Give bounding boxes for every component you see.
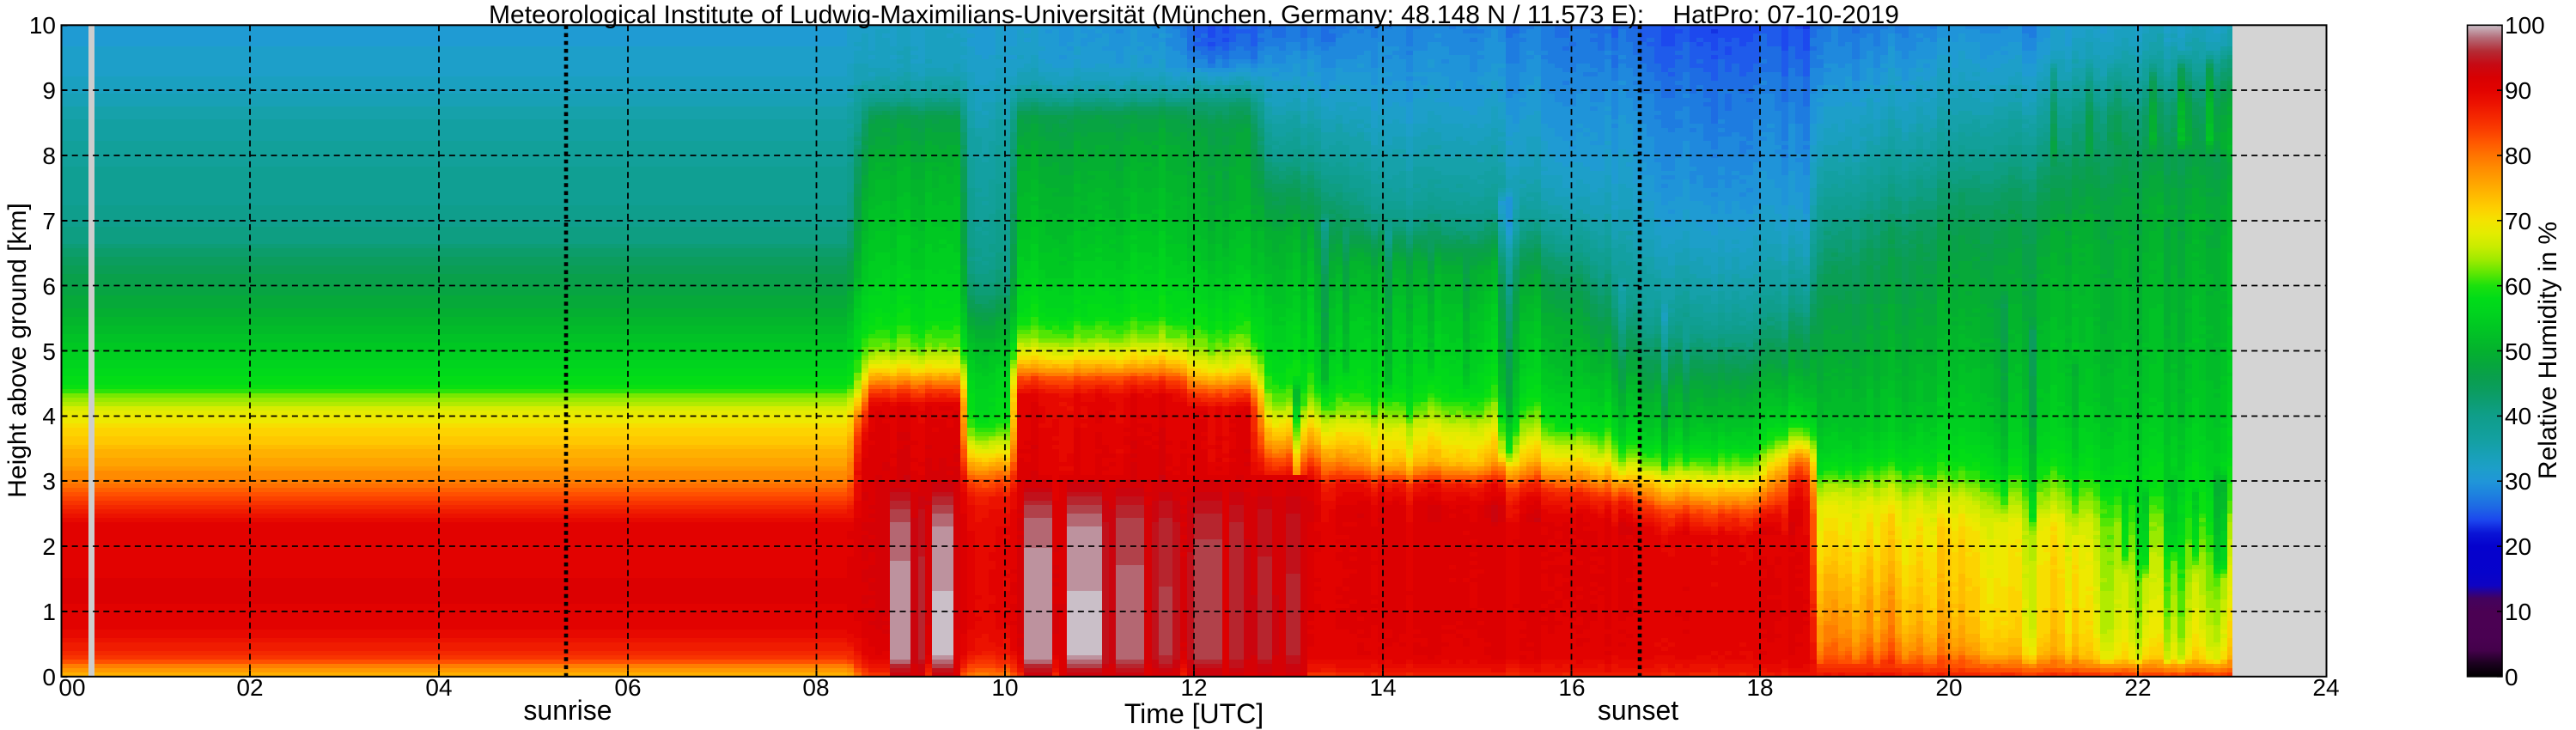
svg-text:10: 10 bbox=[2505, 599, 2531, 625]
svg-text:9: 9 bbox=[42, 77, 56, 104]
svg-text:sunrise: sunrise bbox=[523, 695, 612, 726]
svg-text:24: 24 bbox=[2312, 674, 2339, 701]
svg-text:12: 12 bbox=[1180, 674, 1207, 701]
svg-text:60: 60 bbox=[2505, 273, 2531, 300]
svg-text:10: 10 bbox=[29, 12, 56, 39]
svg-text:20: 20 bbox=[1935, 674, 1962, 701]
svg-text:90: 90 bbox=[2505, 77, 2531, 104]
svg-text:6: 6 bbox=[42, 273, 56, 300]
svg-text:00: 00 bbox=[58, 674, 85, 701]
svg-text:0: 0 bbox=[42, 664, 56, 690]
svg-text:50: 50 bbox=[2505, 338, 2531, 365]
svg-text:40: 40 bbox=[2505, 403, 2531, 429]
svg-text:5: 5 bbox=[42, 338, 56, 365]
svg-text:70: 70 bbox=[2505, 208, 2531, 234]
svg-text:4: 4 bbox=[42, 403, 56, 429]
svg-text:Meteorological Institute of Lu: Meteorological Institute of Ludwig-Maxim… bbox=[489, 1, 1899, 29]
svg-text:02: 02 bbox=[236, 674, 263, 701]
svg-text:22: 22 bbox=[2124, 674, 2151, 701]
svg-text:100: 100 bbox=[2505, 12, 2545, 39]
svg-text:Time [UTC]: Time [UTC] bbox=[1124, 698, 1264, 729]
svg-text:8: 8 bbox=[42, 143, 56, 169]
svg-text:14: 14 bbox=[1369, 674, 1396, 701]
svg-text:30: 30 bbox=[2505, 468, 2531, 495]
svg-text:20: 20 bbox=[2505, 533, 2531, 560]
svg-text:18: 18 bbox=[1746, 674, 1773, 701]
svg-text:Height above ground [km]: Height above ground [km] bbox=[3, 203, 32, 498]
svg-text:2: 2 bbox=[42, 533, 56, 560]
svg-text:16: 16 bbox=[1558, 674, 1585, 701]
svg-text:7: 7 bbox=[42, 208, 56, 234]
svg-text:0: 0 bbox=[2505, 664, 2518, 690]
svg-text:06: 06 bbox=[614, 674, 641, 701]
svg-text:1: 1 bbox=[42, 599, 56, 625]
svg-text:3: 3 bbox=[42, 468, 56, 495]
svg-text:04: 04 bbox=[425, 674, 452, 701]
svg-text:10: 10 bbox=[991, 674, 1018, 701]
svg-text:sunset: sunset bbox=[1598, 695, 1678, 726]
svg-text:08: 08 bbox=[802, 674, 829, 701]
svg-text:80: 80 bbox=[2505, 143, 2531, 169]
svg-text:Relative Humidity in %: Relative Humidity in % bbox=[2534, 222, 2562, 479]
